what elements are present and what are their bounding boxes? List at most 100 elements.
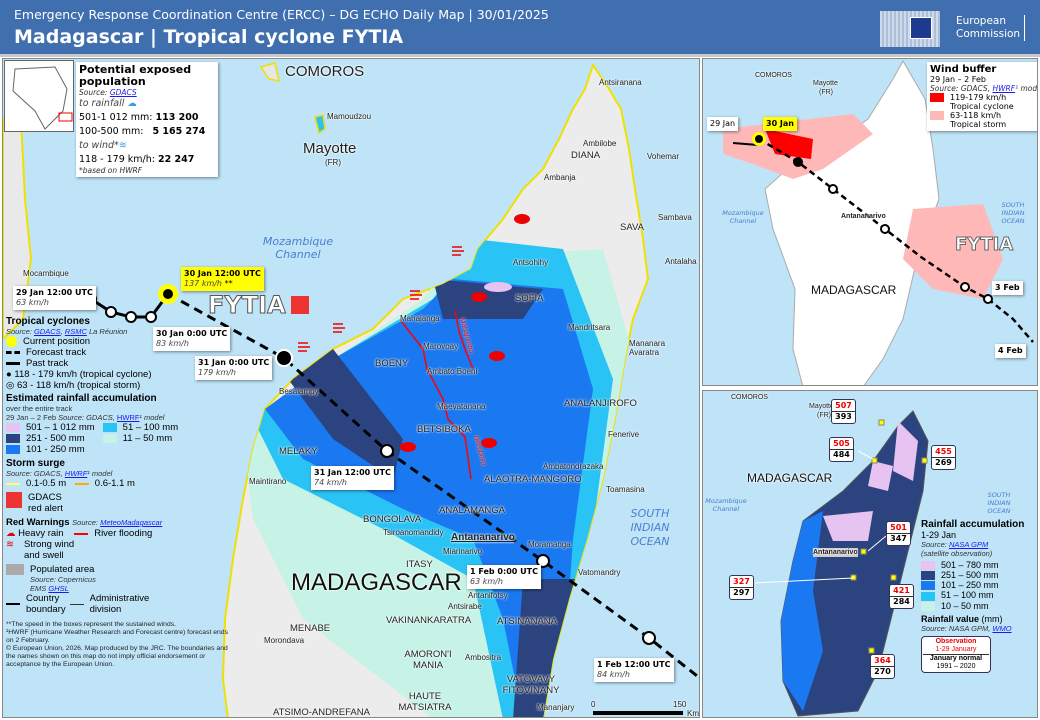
rain-cloud-icon: ☁ [127, 98, 137, 109]
river-betsiboka [400, 320, 472, 480]
extent-indicator [58, 112, 73, 122]
rainfall-station-value: 505 484 [829, 437, 854, 462]
city-label: Besalampy [279, 387, 319, 396]
sea-label: Mozambique Channel [262, 235, 334, 261]
tropical-storm-icon: ◎ [6, 380, 17, 392]
region-label: ANALANJIROFO [564, 398, 637, 409]
gdacs-link[interactable]: GDACS [33, 327, 61, 336]
hwrf-link[interactable]: HWRF [64, 469, 88, 479]
country-label: Mayotte [303, 140, 357, 157]
city-label: Marovoay [423, 342, 459, 351]
normal-period: 1991 – 2020 [936, 662, 976, 670]
city-label: Ambositra [465, 653, 502, 662]
city-label: Ambanja [544, 173, 576, 182]
river-flooding-icon [74, 532, 89, 535]
city-label: Mamoudzou [327, 112, 372, 121]
heavy-rain-icon: ☁ [6, 528, 19, 540]
track-label-31jan-0: 31 Jan 0:00 UTC 179 km/h [195, 356, 273, 380]
capital-label: Antananarivo [841, 213, 886, 220]
past-track-icon [6, 362, 20, 365]
wmo-link[interactable]: WMO [992, 623, 1012, 633]
cyclone-name: FYTIA [954, 234, 1014, 255]
scale-unit: Km [687, 709, 699, 718]
region-label: BONGOLAVA [363, 514, 422, 525]
region-label: HAUTE MATSIATRA [398, 691, 452, 713]
country-label: (FR) [817, 412, 831, 419]
city-label: Sambava [658, 213, 692, 222]
hwrf-link[interactable]: HWRF [116, 413, 140, 423]
page-title: Madagascar | Tropical cyclone FYTIA [14, 26, 404, 48]
capital-label: Antananarivo [451, 532, 515, 543]
populated-area-swatch [6, 564, 24, 576]
city-label: Ambilobe [583, 139, 617, 148]
sea-label: SOUTH INDIAN OCEAN [630, 507, 670, 548]
track-label-30jan-0: 30 Jan 0:00 UTC 83 km/h [153, 327, 231, 351]
city-label: Ambato Boeni [427, 367, 478, 376]
rainfall-value-key: Observation 1-29 January January normal … [921, 635, 991, 673]
country-label: MADAGASCAR [747, 471, 833, 485]
country-label: COMOROS [731, 394, 768, 401]
region-label: ITASY [406, 559, 433, 570]
ghsl-link[interactable]: GHSL [48, 584, 69, 594]
city-label: Fenerive [608, 430, 640, 439]
region-label: SOFIA [515, 293, 544, 304]
city-label: Vatomandry [578, 568, 621, 577]
city-label: Ambatondrazaka [543, 462, 604, 471]
comoros-island [259, 62, 280, 82]
main-map-canvas [3, 62, 699, 717]
region-label: BOENY [375, 358, 409, 369]
rain-inset-canvas [754, 410, 929, 717]
main-map[interactable]: 30 Jan 12:00 UTC 137 km/h ** 29 Jan 12:00… [2, 58, 700, 718]
rainfall-layer [243, 239, 643, 717]
capital-label: Antananarivo [813, 548, 858, 557]
gdacs-alert-icon [291, 296, 309, 314]
rainfall-observation-inset[interactable]: COMOROS Mayotte (FR) MADAGASCAR Mozambiq… [702, 390, 1038, 718]
rainfall-station-value: 364 270 [870, 654, 895, 679]
region-label: SAVA [620, 222, 644, 233]
city-label: Maintirano [249, 477, 287, 486]
country-label: Mayotte [813, 80, 838, 87]
gdacs-link[interactable]: GDACS [109, 88, 137, 97]
region-label: AMORON'I MANIA [404, 649, 452, 671]
current-position-icon [6, 336, 17, 347]
rainfall-station-value: 455 269 [931, 445, 956, 470]
city-label: Maevatanana [437, 402, 486, 411]
date-label: 30 Jan [763, 117, 797, 131]
city-label: Antsirabe [448, 602, 482, 611]
scale-label: 150 [673, 700, 687, 709]
logo-text: European [956, 15, 1007, 27]
region-label: DIANA [571, 150, 601, 161]
wind-buffer-inset[interactable]: COMOROS Mayotte (FR) Mozambique Channel … [702, 58, 1038, 386]
track-label-29jan-12: 29 Jan 12:00 UTC 63 km/h [13, 286, 96, 310]
european-commission-logo: European Commission [880, 7, 1030, 47]
city-label: Antalaha [665, 257, 697, 266]
hwrf-link[interactable]: HWRF [992, 84, 1016, 93]
city-label: Antsohihy [513, 258, 549, 267]
mayotte-island [314, 114, 326, 135]
date-label: 29 Jan [707, 117, 739, 131]
country-label: COMOROS [285, 63, 365, 80]
city-label: Mandritsara [568, 323, 611, 332]
region-label: VATOVAVY FITOVINANY [502, 674, 560, 696]
heavy-rain-icons [400, 214, 530, 452]
region-label: ANALAMANGA [439, 505, 505, 516]
city-label: Miarinarivo [443, 547, 483, 556]
city-label: Mahajanga [400, 314, 440, 323]
wind-inset-canvas [723, 59, 1034, 385]
scale-label: 0 [591, 700, 596, 709]
region-label: BETSIBOKA [417, 424, 471, 435]
city-label: Vohemar [647, 152, 680, 161]
rainfall-station-value: 327 297 [729, 575, 754, 600]
forecast-track-icon [6, 351, 20, 354]
rsmc-link[interactable]: RSMC [64, 327, 87, 336]
city-label: Antanifotsy [468, 591, 508, 600]
sea-label: SOUTH INDIAN OCEAN [987, 491, 1011, 515]
africa-locator-map [4, 60, 74, 132]
gdacs-alert-icon [6, 492, 22, 509]
meteomadagascar-link[interactable]: MeteoMadagascar [100, 518, 163, 528]
city-label: Tsiroanomandidy [383, 528, 444, 537]
city-label: Morondava [264, 636, 305, 645]
nasa-gpm-link[interactable]: NASA GPM [948, 540, 989, 549]
wind-label: to wind* [79, 140, 119, 151]
country-label: MADAGASCAR [811, 283, 897, 297]
